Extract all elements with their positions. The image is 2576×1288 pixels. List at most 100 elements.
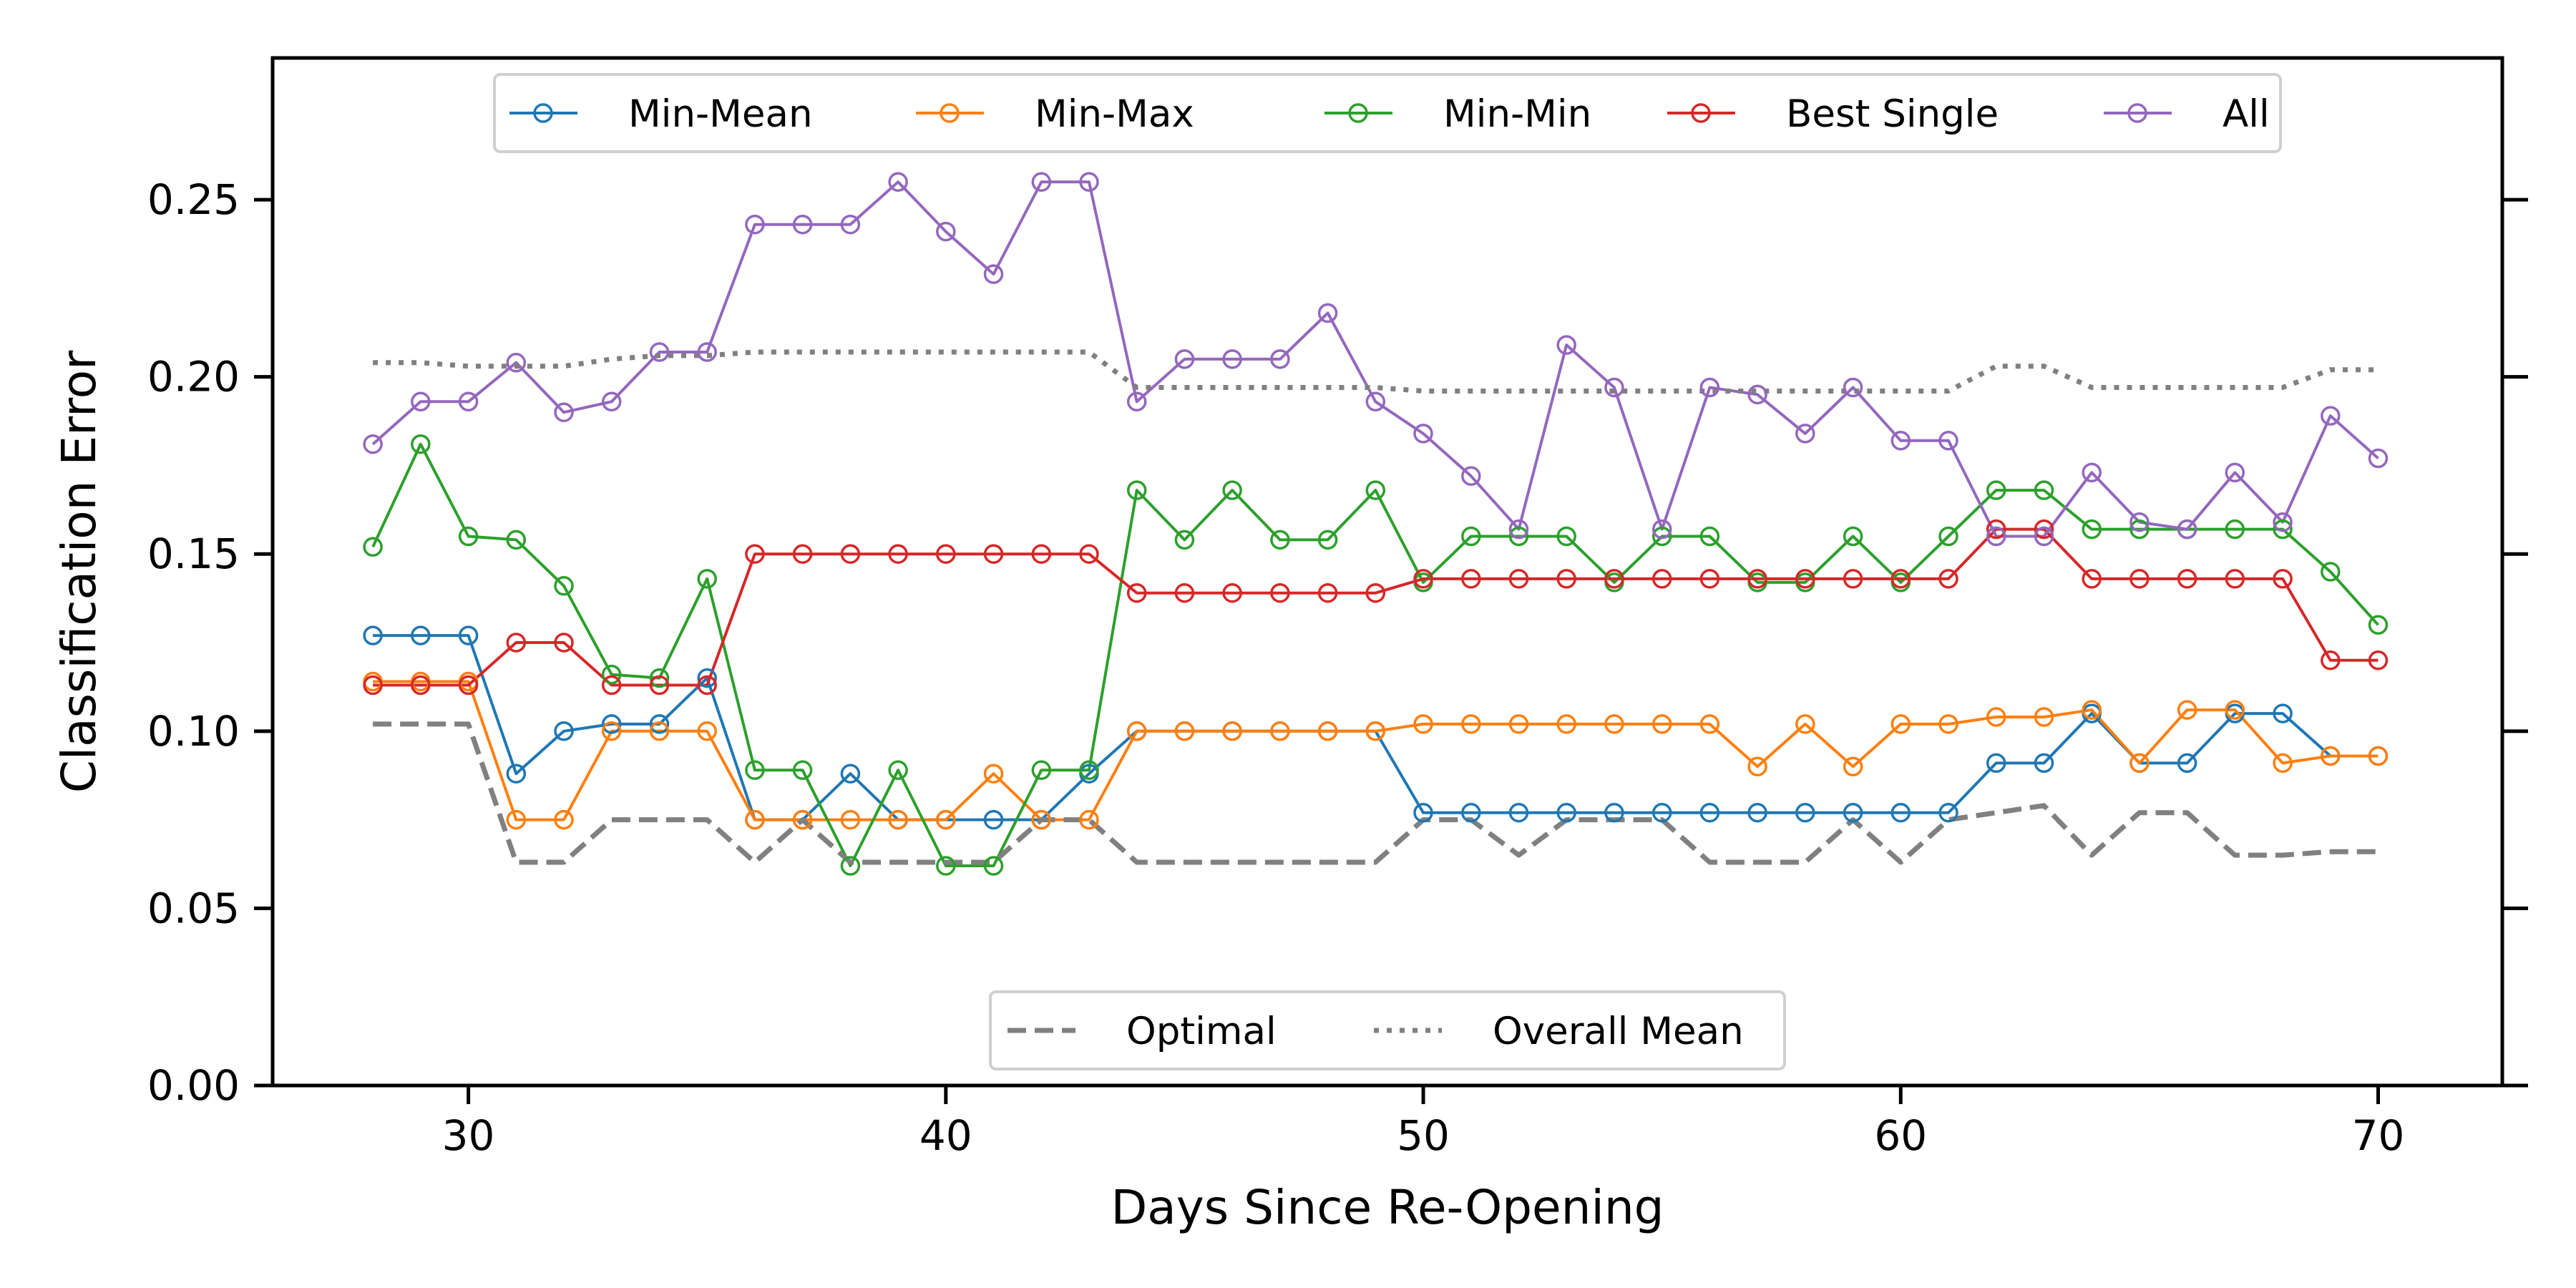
data-point-min-max <box>2082 700 2102 720</box>
data-point-min-min <box>649 668 670 688</box>
data-point-min-max <box>1699 714 1720 734</box>
data-point-min-min <box>1317 530 1338 550</box>
data-point-min-min <box>936 856 956 876</box>
data-point-all <box>1031 172 1052 192</box>
data-point-best-single <box>1222 582 1242 603</box>
data-point-min-max <box>1270 721 1290 741</box>
data-point-min-max <box>2129 753 2150 774</box>
data-point-min-max <box>697 721 717 741</box>
data-point-best-single <box>2321 650 2341 670</box>
data-point-all <box>601 391 622 412</box>
data-point-min-mean <box>1508 802 1529 823</box>
data-point-min-min <box>458 526 479 547</box>
data-point-best-single <box>506 633 527 653</box>
data-point-all <box>411 391 431 412</box>
data-point-all <box>2129 512 2150 532</box>
data-point-all <box>745 214 765 235</box>
data-point-min-max <box>1317 721 1338 741</box>
data-point-min-min <box>697 569 717 589</box>
data-point-min-max <box>1126 721 1147 741</box>
data-point-min-max <box>2177 700 2197 720</box>
data-point-min-min <box>792 760 813 781</box>
data-point-min-max <box>1461 714 1481 734</box>
data-point-min-min <box>554 576 574 596</box>
legend-marker-min-min <box>1348 103 1368 123</box>
data-point-best-single <box>1317 582 1338 603</box>
data-point-best-single <box>601 675 622 696</box>
data-point-min-mean <box>649 714 670 734</box>
data-point-min-mean <box>2177 753 2197 774</box>
data-point-best-single <box>1556 569 1576 589</box>
legend-bottom: Optimal Overall Mean <box>989 990 1786 1070</box>
data-point-best-single <box>554 633 574 653</box>
data-point-min-max <box>1079 809 1099 830</box>
legend-label-min-mean: Min-Mean <box>628 92 813 136</box>
legend-label-best-single: Best Single <box>1786 92 1999 136</box>
data-point-min-mean <box>1556 802 1576 823</box>
legend-marker-min-max <box>940 103 960 123</box>
y-axis-label: Classification Error <box>52 350 107 793</box>
y-tick-label: 0.20 <box>147 353 240 401</box>
data-point-all <box>936 221 956 242</box>
data-point-best-single <box>1652 569 1672 589</box>
legend-marker-best-single <box>1691 103 1711 123</box>
data-point-all <box>1270 349 1290 369</box>
series-markers <box>363 172 2389 876</box>
data-point-min-max <box>1365 721 1386 741</box>
data-point-min-mean <box>2273 703 2293 723</box>
data-point-min-mean <box>1938 802 1958 823</box>
data-point-min-max <box>888 809 908 830</box>
data-point-min-mean <box>363 625 383 645</box>
data-point-min-mean <box>2034 753 2054 774</box>
data-point-all <box>983 264 1004 284</box>
legend-top: Min-Mean Min-Max Min-Min Best Single All <box>493 73 2282 153</box>
data-point-all <box>1843 377 1863 398</box>
data-point-min-max <box>554 809 574 830</box>
data-point-min-max <box>1604 714 1624 734</box>
data-point-best-single <box>1031 544 1052 564</box>
data-point-min-min <box>1079 760 1099 781</box>
data-point-best-single <box>1174 582 1195 603</box>
series-line-overall-mean <box>373 349 2379 394</box>
legend-label-optimal: Optimal <box>1126 1010 1277 1053</box>
data-point-all <box>1795 424 1815 444</box>
data-point-min-max <box>601 721 622 741</box>
data-point-best-single <box>1986 519 2006 540</box>
data-point-best-single <box>1270 582 1290 603</box>
data-point-min-max <box>1222 721 1242 741</box>
data-point-best-single <box>745 544 765 564</box>
x-tick-label: 30 <box>442 1111 495 1160</box>
data-point-best-single <box>792 544 813 564</box>
data-point-all <box>2034 526 2054 547</box>
data-point-best-single <box>1747 569 1767 589</box>
data-point-min-min <box>2082 519 2102 540</box>
data-point-all <box>554 402 574 422</box>
data-point-min-min <box>983 856 1004 876</box>
data-point-all <box>649 342 670 362</box>
x-tick-label: 70 <box>2352 1111 2405 1160</box>
data-point-min-min <box>1843 526 1863 547</box>
data-point-min-min <box>2034 480 2054 500</box>
data-point-min-min <box>1699 526 1720 547</box>
data-point-best-single <box>1890 569 1911 589</box>
data-point-best-single <box>1461 569 1481 589</box>
data-point-min-max <box>2034 707 2054 727</box>
data-point-min-min <box>1652 526 1672 547</box>
data-point-min-min <box>1461 526 1481 547</box>
data-point-best-single <box>697 675 717 696</box>
data-point-min-mean <box>697 668 717 688</box>
data-point-min-mean <box>1795 802 1815 823</box>
data-point-min-min <box>601 664 622 685</box>
data-point-min-min <box>363 537 383 557</box>
data-point-best-single <box>2225 569 2245 589</box>
data-point-best-single <box>888 544 908 564</box>
data-point-min-mean <box>411 625 431 645</box>
data-point-all <box>2368 448 2389 469</box>
data-point-best-single <box>411 675 431 696</box>
data-point-min-min <box>1556 526 1576 547</box>
data-point-all <box>2082 462 2102 483</box>
data-point-all <box>1079 172 1099 192</box>
data-point-best-single <box>1508 569 1529 589</box>
data-point-best-single <box>983 544 1004 564</box>
